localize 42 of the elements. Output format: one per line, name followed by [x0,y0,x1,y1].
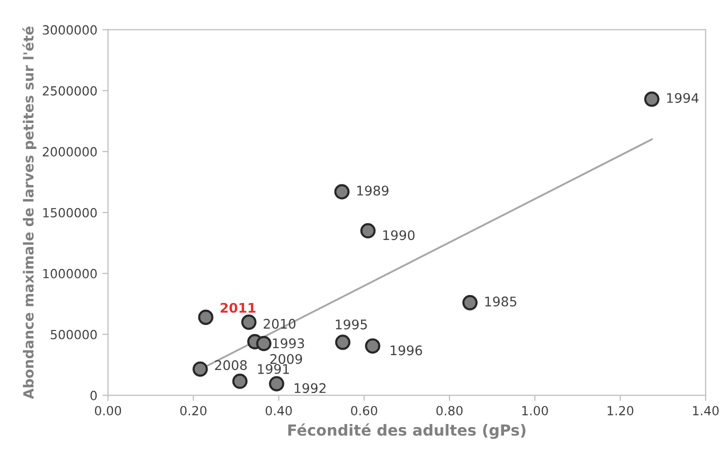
y-tick-label: 3000000 [42,25,97,35]
point [241,314,256,330]
point [256,336,272,352]
x-tick-label: 0.00 [94,406,122,416]
x-tick-label: 0.40 [266,406,292,416]
point [192,361,208,377]
point [335,334,350,350]
x-tick-label: 1.20 [608,406,634,416]
point [232,374,248,389]
annotation: 1989 [357,186,388,196]
y-tick-label: 1000000 [43,268,97,278]
x-tick-label: 0.20 [180,406,206,416]
annotation: 1994 [667,93,699,103]
point [360,223,376,238]
point [644,92,660,107]
annotation: 2008 [215,360,247,370]
x-tick-label: 1.00 [522,406,548,416]
annotation: 1995 [336,319,367,330]
x-tick-label: 0.80 [436,406,463,416]
point [268,376,284,392]
annotation: 1992 [294,383,326,394]
annotation: 2009 [270,354,302,364]
point [198,310,214,325]
annotation: 2011 [220,302,256,313]
annotation: 1991 [258,364,289,374]
y-tick-label: 1500000 [43,208,97,218]
annotation: 1996 [390,345,422,356]
annotation: 2010 [264,318,296,329]
y-axis-title: Abondance maximale de larves petites sur l'été [22,26,36,400]
point [462,295,478,310]
y-tick-label: 2500000 [42,86,97,96]
point [365,338,380,354]
x-tick-label: 0.60 [351,406,378,416]
x-axis-title: Fécondité des adultes (gPs) [288,423,526,439]
annotation: 1990 [383,230,415,240]
y-tick-label: 500000 [50,330,97,340]
annotation: 1993 [272,338,304,348]
point [334,184,350,200]
y-tick-label: 0 [90,390,97,400]
annotation: 1985 [485,296,516,307]
y-tick-label: 2000000 [42,147,97,156]
x-tick-label: 1.40 [693,406,719,416]
